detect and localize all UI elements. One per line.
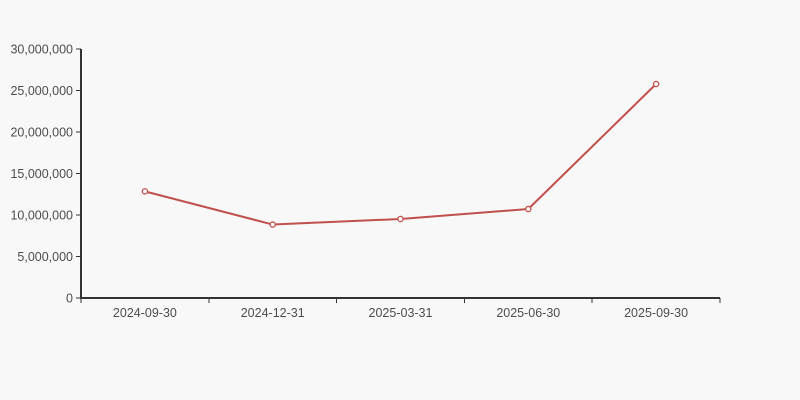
- data-point-marker[interactable]: [652, 80, 660, 88]
- y-tick-label: 0: [66, 292, 73, 306]
- y-tick-label: 25,000,000: [10, 84, 73, 98]
- x-tick-label: 2025-06-30: [496, 306, 560, 320]
- y-tick-label: 30,000,000: [10, 43, 73, 57]
- data-point-marker[interactable]: [525, 205, 532, 213]
- y-tick-label: 15,000,000: [10, 167, 73, 181]
- series-line: [143, 83, 658, 226]
- x-tick-label: 2025-09-30: [624, 306, 688, 320]
- x-tick-label: 2024-09-30: [113, 306, 177, 320]
- data-point-marker[interactable]: [397, 215, 404, 223]
- x-tick-label: 2025-03-31: [369, 306, 433, 320]
- y-tick-label: 10,000,000: [10, 209, 73, 223]
- y-tick-label: 5,000,000: [17, 250, 73, 264]
- x-tick-label: 2024-12-31: [241, 306, 305, 320]
- y-tick-label: 20,000,000: [10, 126, 73, 140]
- data-point-marker[interactable]: [141, 188, 149, 195]
- data-point-marker[interactable]: [269, 221, 276, 228]
